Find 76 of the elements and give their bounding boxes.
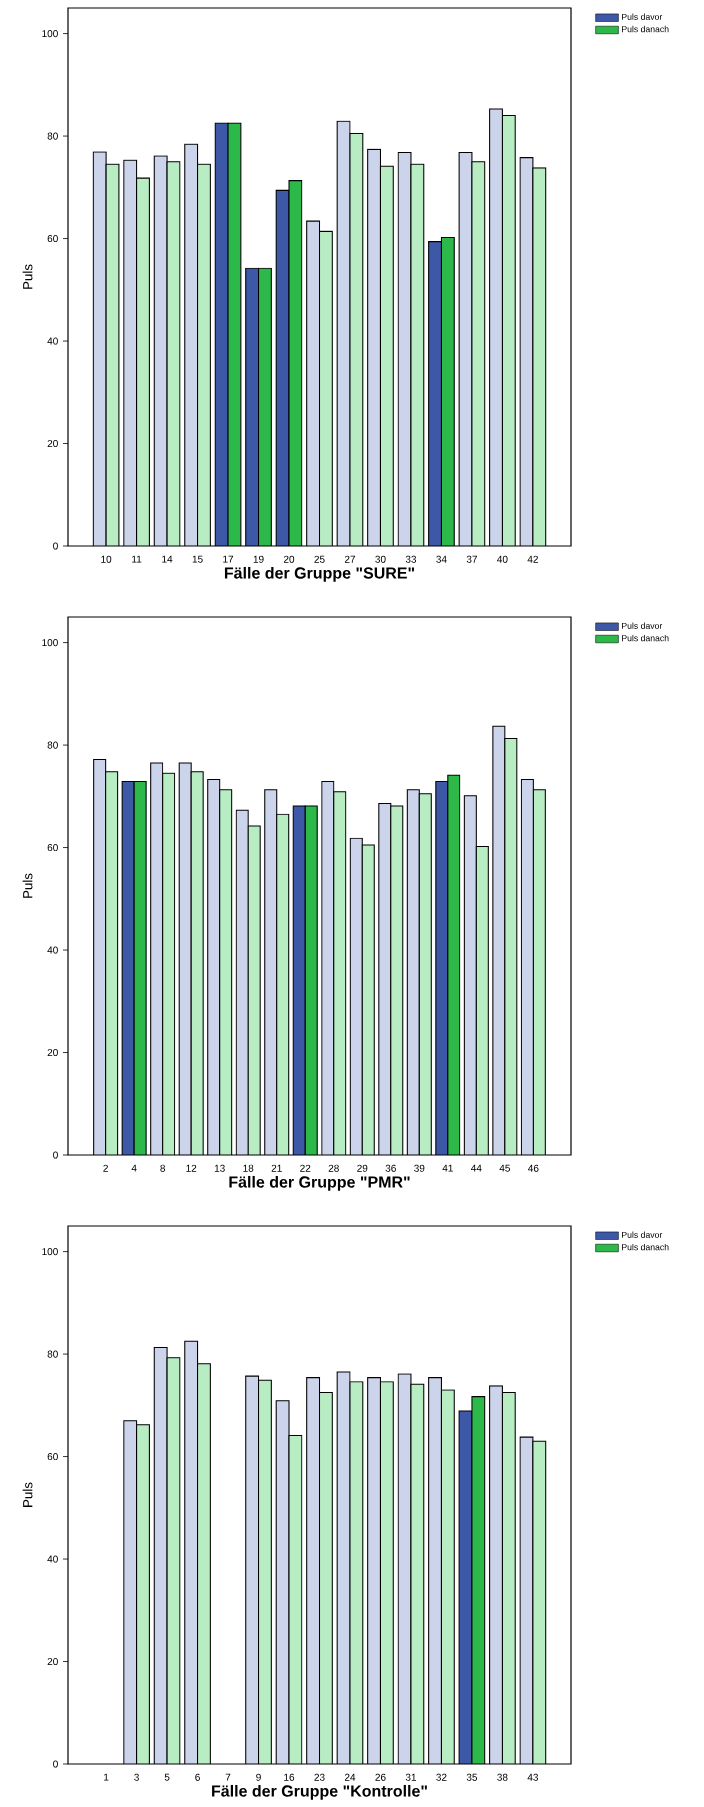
x-axis-title: Fälle der Gruppe "Kontrolle": [212, 1784, 427, 1800]
x-tick-label: 24: [344, 1773, 356, 1781]
legend-label: Puls davor: [622, 1231, 663, 1238]
x-tick-label: 16: [284, 1773, 295, 1781]
x-tick-label: 7: [225, 1773, 231, 1781]
x-tick-label: 17: [223, 555, 234, 563]
x-tick-label: 23: [314, 1773, 325, 1781]
x-axis-title: Fälle der Gruppe "SURE": [224, 566, 415, 582]
x-tick-label: 44: [471, 1164, 482, 1172]
x-tick-label: 25: [314, 555, 325, 563]
y-tick-label: 60: [47, 844, 58, 852]
x-tick-label: 19: [253, 555, 264, 563]
x-tick-label: 6: [195, 1773, 200, 1781]
x-tick-label: 45: [499, 1164, 510, 1172]
y-axis-title: Puls: [22, 1482, 33, 1507]
x-tick-label: 41: [442, 1164, 453, 1172]
x-tick-label: 30: [375, 555, 386, 563]
x-tick-label: 27: [344, 555, 356, 563]
legend-label: Puls davor: [622, 622, 663, 629]
y-tick-label: 80: [47, 132, 58, 140]
x-tick-label: 33: [405, 555, 417, 563]
y-tick-label: 100: [42, 639, 58, 647]
y-tick-label: 40: [47, 946, 58, 954]
x-tick-label: 11: [132, 555, 142, 563]
x-tick-label: 2: [103, 1164, 108, 1172]
x-tick-label: 3: [134, 1773, 139, 1781]
x-tick-label: 39: [414, 1164, 425, 1172]
y-tick-label: 20: [47, 1048, 58, 1057]
legend-label: Puls davor: [622, 13, 663, 20]
x-tick-label: 5: [164, 1773, 170, 1781]
y-axis-title: Puls: [22, 264, 33, 289]
x-tick-label: 4: [131, 1164, 137, 1172]
x-tick-label: 43: [527, 1773, 539, 1781]
y-tick-label: 20: [47, 439, 58, 448]
x-tick-label: 14: [162, 555, 173, 563]
x-tick-label: 26: [375, 1773, 386, 1781]
x-tick-label: 36: [385, 1164, 396, 1172]
x-tick-label: 37: [466, 555, 477, 563]
x-tick-label: 32: [436, 1773, 447, 1781]
y-tick-label: 40: [47, 337, 58, 345]
x-tick-label: 1: [104, 1773, 109, 1781]
x-tick-label: 34: [436, 555, 447, 563]
y-tick-label: 0: [53, 542, 58, 550]
x-tick-label: 22: [300, 1164, 311, 1172]
x-axis-title: Fälle der Gruppe "PMR": [229, 1175, 410, 1191]
y-axis-title: Puls: [22, 873, 33, 898]
y-tick-label: 80: [47, 1350, 58, 1358]
x-tick-label: 21: [271, 1164, 282, 1172]
y-tick-label: 60: [47, 1453, 58, 1461]
x-tick-label: 42: [527, 555, 538, 563]
x-tick-label: 20: [283, 555, 295, 563]
x-tick-label: 29: [357, 1164, 368, 1172]
y-tick-label: 60: [47, 235, 58, 243]
x-tick-label: 31: [405, 1773, 417, 1781]
x-tick-label: 9: [256, 1773, 261, 1781]
x-tick-label: 46: [528, 1164, 539, 1172]
x-tick-label: 8: [160, 1164, 166, 1172]
y-tick-label: 100: [42, 30, 58, 38]
y-tick-label: 20: [47, 1657, 58, 1666]
legend-label: Puls danach: [622, 25, 669, 33]
y-tick-label: 80: [47, 741, 58, 749]
x-tick-label: 13: [214, 1164, 225, 1172]
legend-label: Puls danach: [622, 1243, 669, 1251]
x-tick-label: 40: [497, 555, 508, 563]
y-tick-label: 40: [47, 1555, 58, 1563]
y-tick-label: 0: [53, 1760, 58, 1768]
x-tick-label: 15: [192, 555, 203, 563]
legend-label: Puls danach: [622, 634, 669, 642]
x-tick-label: 28: [328, 1164, 339, 1172]
x-tick-label: 35: [466, 1773, 478, 1781]
y-tick-label: 100: [42, 1248, 58, 1256]
x-tick-label: 38: [497, 1773, 508, 1781]
y-tick-label: 0: [53, 1151, 58, 1159]
x-tick-label: 10: [101, 555, 112, 563]
x-tick-label: 18: [243, 1164, 254, 1172]
x-tick-label: 12: [186, 1164, 197, 1172]
